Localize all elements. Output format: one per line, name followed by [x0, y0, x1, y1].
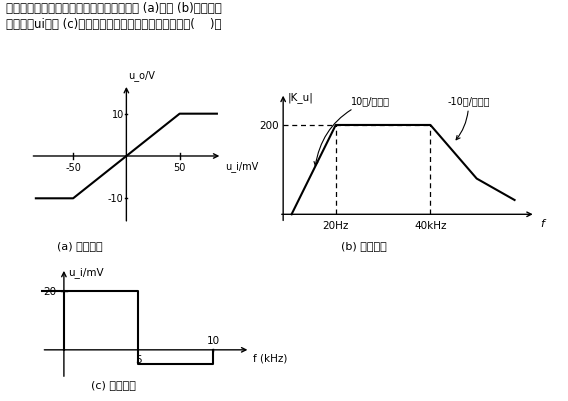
Text: 10: 10: [111, 109, 124, 119]
Text: |K_u|: |K_u|: [287, 92, 313, 103]
Text: (a) 传递特性: (a) 传递特性: [57, 241, 102, 251]
Text: -10: -10: [108, 194, 124, 204]
Text: f (kHz): f (kHz): [253, 353, 287, 363]
Text: (c) 方波信号: (c) 方波信号: [91, 379, 136, 389]
Text: u_i/mV: u_i/mV: [68, 267, 104, 278]
Text: 10: 10: [206, 336, 220, 346]
Text: 20: 20: [43, 287, 56, 297]
Text: 200: 200: [260, 121, 279, 131]
Text: 10倍/十倍频: 10倍/十倍频: [314, 96, 390, 166]
Text: f: f: [540, 218, 544, 228]
Text: 40kHz: 40kHz: [414, 220, 446, 230]
Text: u_i/mV: u_i/mV: [225, 161, 258, 172]
Text: 20Hz: 20Hz: [323, 220, 349, 230]
Text: 放大器的传递特性曲线及频率特性分别如图 (a)和图 (b)所示。若: 放大器的传递特性曲线及频率特性分别如图 (a)和图 (b)所示。若: [6, 2, 222, 15]
Text: -50: -50: [65, 163, 81, 173]
Text: (b) 幅频特性: (b) 幅频特性: [341, 241, 386, 251]
Text: 方波信号ui如图 (c)作为放大器的输入信号，则输出波形(    )。: 方波信号ui如图 (c)作为放大器的输入信号，则输出波形( )。: [6, 18, 221, 31]
Text: -10倍/十倍频: -10倍/十倍频: [447, 96, 490, 140]
Text: u_o/V: u_o/V: [128, 70, 156, 81]
Text: 50: 50: [173, 163, 186, 173]
Text: 5: 5: [135, 354, 142, 365]
